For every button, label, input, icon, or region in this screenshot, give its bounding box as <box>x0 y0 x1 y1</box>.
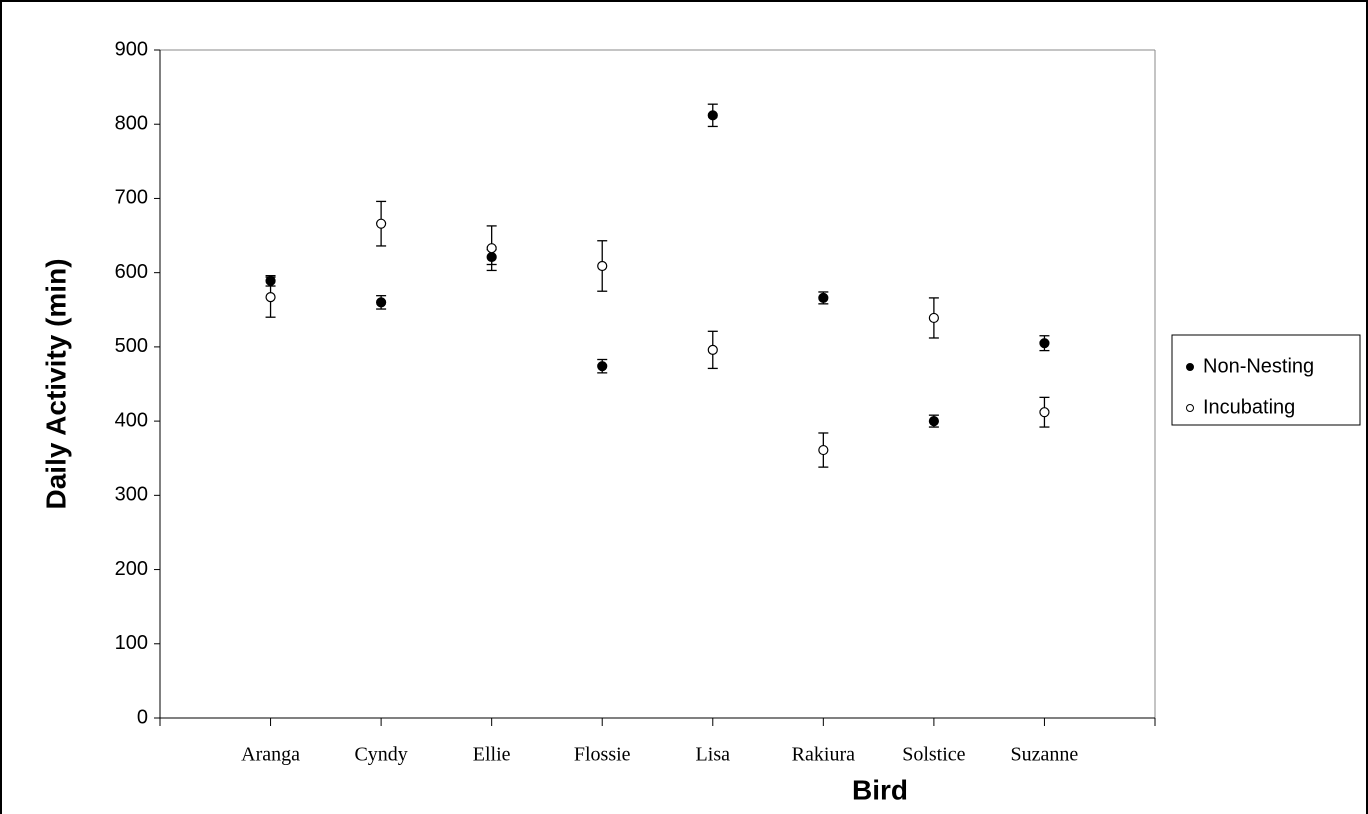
point <box>1039 338 1050 349</box>
y-tick-label: 500 <box>115 335 148 357</box>
point <box>707 344 718 355</box>
point <box>597 260 608 272</box>
y-tick-label: 900 <box>115 38 148 60</box>
y-tick-label: 0 <box>137 706 148 728</box>
x-tick-label: Ellie <box>473 744 511 766</box>
x-tick-label: Cyndy <box>354 744 407 766</box>
x-tick-label: Solstice <box>902 744 965 766</box>
point <box>376 218 387 229</box>
y-tick-label: 200 <box>115 558 148 580</box>
legend-box <box>1171 334 1361 426</box>
x-tick-label: Lisa <box>696 744 731 766</box>
x-tick-label: Flossie <box>574 744 631 766</box>
y-tick-label: 400 <box>115 409 148 431</box>
y-tick-label: 300 <box>115 484 148 506</box>
legend-label: Incubating <box>1203 396 1295 418</box>
y-tick-label: 800 <box>115 113 148 135</box>
point <box>818 292 829 304</box>
x-tick-label: Aranga <box>241 744 300 766</box>
x-tick-label: Rakiura <box>792 744 855 766</box>
point <box>376 297 387 308</box>
point <box>597 361 608 372</box>
point <box>928 312 939 324</box>
point <box>928 416 939 427</box>
point <box>707 110 718 121</box>
point <box>818 444 829 456</box>
y-tick-label: 100 <box>115 632 148 654</box>
y-tick-label: 700 <box>115 187 148 209</box>
y-tick-label: 600 <box>115 261 148 283</box>
legend-marker <box>1186 363 1194 371</box>
point <box>486 243 497 254</box>
legend-label: Non-Nesting <box>1203 355 1314 377</box>
x-axis-title: Bird <box>852 774 908 805</box>
point <box>265 292 276 303</box>
x-tick-label: Suzanne <box>1011 744 1079 766</box>
y-axis-title: Daily Activity (min) <box>40 258 71 509</box>
legend-marker <box>1186 404 1194 412</box>
point <box>1039 407 1050 418</box>
